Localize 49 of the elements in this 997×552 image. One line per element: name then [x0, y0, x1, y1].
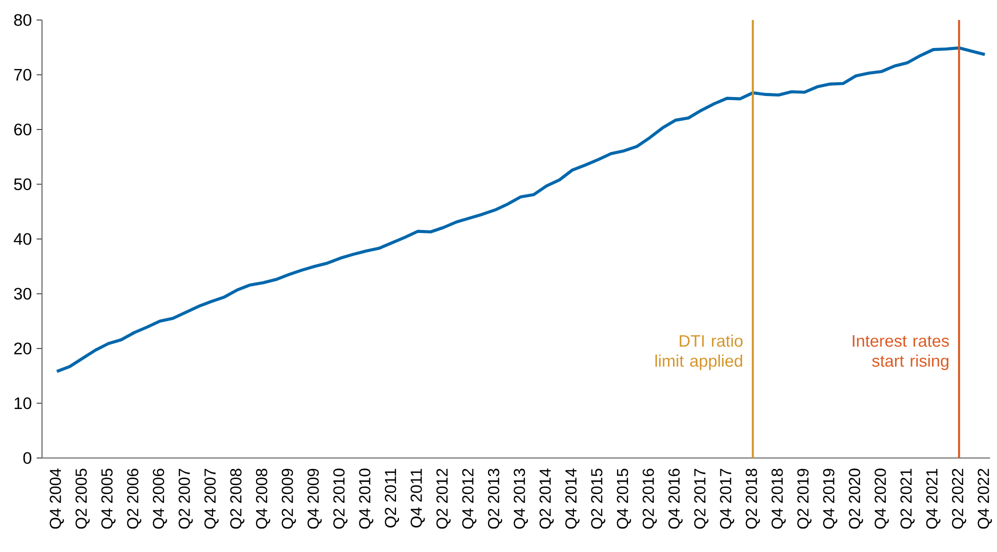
x-tick-label: Q4 2020: [874, 468, 889, 529]
x-tick-label: Q2 2013: [488, 468, 502, 529]
x-tick-label: Q4 2007: [204, 468, 219, 529]
x-tick-label: Q2 2005: [76, 468, 90, 529]
x-tick-label: Q2 2017: [694, 468, 708, 529]
ref-line-label: Interest rates start rising: [852, 335, 949, 370]
x-tick-label: Q4 2005: [101, 468, 116, 529]
x-tick-label: Q4 2010: [359, 468, 374, 529]
y-tick-label: 20: [14, 342, 32, 354]
x-tick-label: Q2 2015: [591, 468, 606, 529]
x-tick-label: Q2 2020: [848, 468, 864, 529]
x-tick-label: Q4 2006: [152, 468, 168, 529]
x-tick-label: Q2 2014: [540, 468, 554, 529]
line-series: [55, 46, 986, 374]
y-tick-label: 50: [14, 178, 32, 190]
x-tick-label: Q2 2008: [230, 468, 244, 529]
x-tick-label: Q2 2010: [333, 468, 348, 529]
x-tick-label: Q4 2017: [720, 468, 734, 529]
x-tick-label: Q2 2009: [282, 468, 296, 529]
y-tick-label: 30: [14, 288, 32, 300]
x-tick-label: Q4 2013: [514, 468, 528, 529]
x-tick-label: Q4 2011: [410, 468, 425, 528]
x-tick-label: Q2 2012: [436, 468, 451, 529]
y-tick-label: 60: [14, 124, 32, 136]
x-tick-label: Q2 2021: [900, 468, 915, 529]
x-tick-label: Q2 2019: [797, 468, 812, 529]
x-tick-label: Q4 2021: [926, 468, 940, 529]
x-tick-label: Q4 2018: [772, 468, 786, 529]
x-tick-label: Q2 2011: [384, 468, 400, 528]
y-tick-label: 70: [14, 68, 32, 81]
x-tick-label: Q4 2009: [308, 468, 322, 529]
x-tick-label: Q4 2019: [823, 468, 838, 529]
x-tick-label: Q2 2022: [952, 468, 966, 529]
y-tick-label: 80: [14, 14, 32, 26]
x-tick-label: Q2 2006: [127, 468, 142, 529]
y-tick-label: 40: [14, 233, 32, 245]
ref-line-label: DTI ratio limit applied: [655, 334, 743, 370]
x-tick-label: Q2 2007: [178, 468, 193, 529]
x-tick-label: Q4 2022: [978, 468, 992, 529]
x-tick-label: Q4 2015: [616, 468, 632, 529]
y-tick-label: 0: [23, 452, 32, 464]
x-tick-label: Q4 2016: [668, 468, 683, 529]
x-tick-label: Q2 2018: [746, 468, 760, 529]
y-tick-label: 10: [14, 397, 32, 410]
x-tick-label: Q2 2016: [642, 468, 657, 529]
x-tick-label: Q4 2012: [462, 468, 476, 529]
x-tick-label: Q4 2004: [50, 468, 64, 529]
x-tick-label: Q4 2014: [565, 468, 580, 529]
x-tick-label: Q4 2008: [256, 468, 270, 529]
